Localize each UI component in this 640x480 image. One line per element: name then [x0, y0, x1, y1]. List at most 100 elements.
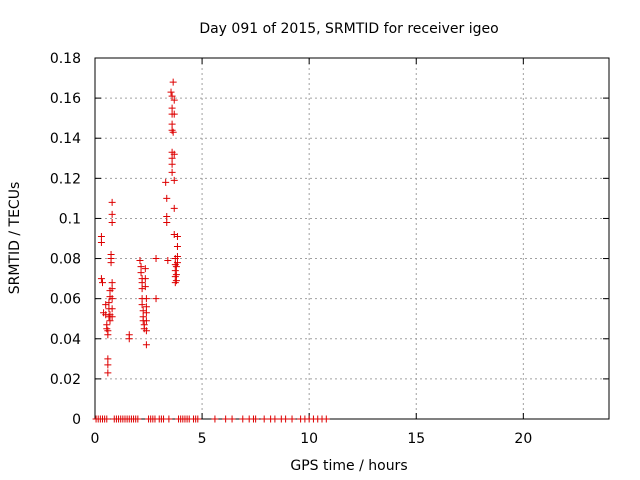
data-point [141, 265, 149, 273]
data-point [103, 415, 111, 423]
x-axis: 0 5 10 15 20 [91, 58, 532, 447]
x-axis-label: GPS time / hours [290, 458, 407, 474]
data-point [98, 279, 106, 287]
data-point [108, 198, 116, 206]
data-point [165, 415, 173, 423]
data-point [170, 96, 178, 104]
data-point [163, 212, 171, 220]
data-points [92, 78, 330, 423]
y-tick-label: 0.06 [50, 292, 81, 308]
data-point [168, 154, 176, 162]
data-point [108, 218, 116, 226]
data-point [152, 255, 160, 263]
data-point [252, 415, 260, 423]
data-point [173, 253, 181, 261]
data-point [152, 295, 160, 303]
data-point [138, 301, 146, 309]
data-point [142, 303, 150, 311]
data-point [108, 295, 116, 303]
data-point [239, 415, 247, 423]
data-point [282, 415, 290, 423]
data-point [288, 415, 296, 423]
y-tick-label: 0.02 [50, 372, 81, 388]
data-point [142, 295, 150, 303]
data-point [168, 120, 176, 128]
y-tick-label: 0.14 [50, 131, 81, 147]
data-point [172, 271, 180, 279]
data-point [141, 275, 149, 283]
data-point [142, 341, 150, 349]
data-point [168, 104, 176, 112]
data-point [163, 218, 171, 226]
data-point [136, 257, 144, 265]
data-point [173, 243, 181, 251]
chart-title: Day 091 of 2015, SRMTID for receiver ige… [199, 21, 498, 37]
data-point [138, 279, 146, 287]
data-point [271, 415, 279, 423]
data-point [260, 415, 268, 423]
y-tick-label: 0.04 [50, 332, 81, 348]
data-point [172, 263, 180, 271]
data-point [169, 128, 177, 136]
data-point [162, 178, 170, 186]
y-tick-label: 0.16 [50, 91, 81, 107]
y-tick-label: 0.18 [50, 51, 81, 67]
plot-frame [94, 57, 610, 420]
data-point [108, 279, 116, 287]
data-point [173, 232, 181, 240]
y-tick-label: 0.12 [50, 171, 81, 187]
data-point [97, 232, 105, 240]
data-point [106, 317, 114, 325]
y-tick-label: 0.08 [50, 252, 81, 268]
data-point [170, 150, 178, 158]
data-point [108, 313, 116, 321]
data-point [142, 317, 150, 325]
data-point [134, 415, 142, 423]
x-tick-label: 0 [91, 431, 100, 447]
data-point [137, 263, 145, 271]
data-point [104, 355, 112, 363]
x-tick-label: 15 [407, 431, 425, 447]
data-point [108, 210, 116, 218]
data-point [169, 78, 177, 86]
data-point [104, 361, 112, 369]
data-point [168, 92, 176, 100]
data-point [104, 369, 112, 377]
data-point [228, 415, 236, 423]
data-point [108, 305, 116, 313]
data-point [173, 259, 181, 267]
data-point [171, 267, 179, 275]
y-tick-label: 0.1 [59, 211, 81, 227]
data-point [164, 257, 172, 265]
data-point [107, 259, 115, 267]
data-point [104, 331, 112, 339]
data-point [211, 415, 219, 423]
grid-lines [95, 58, 609, 419]
data-point [168, 160, 176, 168]
y-axis-label: SRMTID / TECUs [7, 182, 23, 295]
data-point [322, 415, 330, 423]
y-tick-label: 0 [72, 412, 81, 428]
data-point [163, 194, 171, 202]
data-point [172, 277, 180, 285]
data-point [137, 269, 145, 277]
x-tick-label: 20 [514, 431, 532, 447]
x-tick-label: 10 [300, 431, 318, 447]
data-point [194, 415, 202, 423]
data-point [222, 415, 230, 423]
data-point [170, 110, 178, 118]
data-point [142, 309, 150, 317]
x-tick-label: 5 [198, 431, 207, 447]
data-point [168, 168, 176, 176]
data-point [105, 299, 113, 307]
data-point [108, 285, 116, 293]
y-axis: 0 0.02 0.04 0.06 0.08 0.1 0.12 0.14 0.16 0.18 [50, 51, 609, 428]
data-point [141, 283, 149, 291]
data-point [97, 239, 105, 247]
data-point [170, 176, 178, 184]
data-point [97, 275, 105, 283]
data-point [125, 335, 133, 343]
data-point [142, 327, 150, 335]
data-point [167, 88, 175, 96]
